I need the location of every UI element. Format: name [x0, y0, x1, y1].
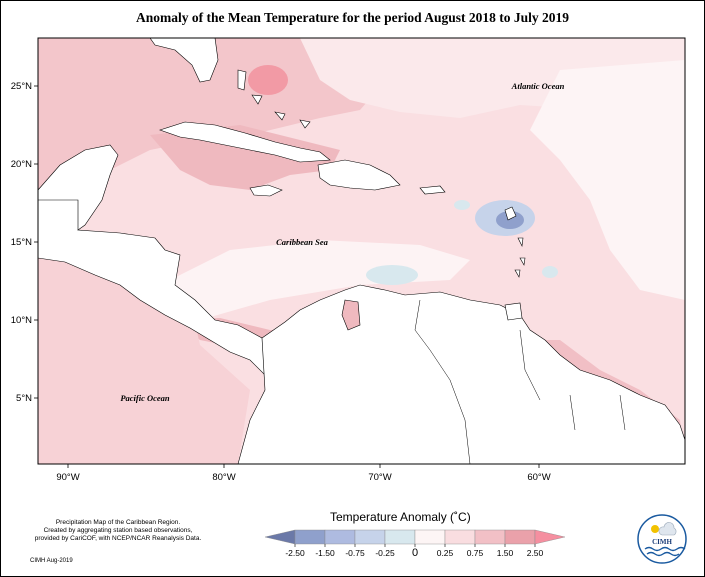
legend-swatch [294, 529, 326, 545]
lat-label: 25°N [11, 81, 32, 92]
anomaly-zone-warm-cuba [150, 125, 340, 190]
label-caribbean-sea: Caribbean Sea [276, 237, 328, 247]
anomaly-spot-bahamas [248, 65, 288, 95]
land-hispaniola [317, 159, 401, 191]
lon-label: 90°W [56, 472, 79, 483]
legend-swatch [324, 529, 356, 545]
cimh-logo: CIMH [637, 514, 687, 564]
anomaly-spot-cool-aruba [366, 265, 418, 285]
lat-label: 15°N [11, 237, 32, 248]
legend-tick-label: -0.25 [375, 548, 395, 558]
legend-swatch [384, 529, 416, 545]
map-plot-area [38, 38, 685, 464]
lat-label: 20°N [11, 159, 32, 170]
cloud-icon [658, 522, 677, 536]
legend-title: Temperature Anomaly (˚C) [330, 510, 471, 524]
legend-swatch [354, 529, 386, 545]
land-puerto-rico [419, 185, 446, 195]
lat-label: 10°N [11, 315, 32, 326]
legend-tick-label: -1.50 [315, 548, 335, 558]
label-atlantic-ocean: Atlantic Ocean [511, 81, 565, 91]
legend-tick-label: 1.50 [497, 548, 514, 558]
anomaly-zone-warm-northwest [38, 38, 395, 190]
legend-swatch [444, 529, 476, 545]
land-jamaica [249, 184, 283, 197]
anomaly-spot-cool-barbados [542, 266, 558, 278]
anomaly-zone-pale-caribbean [150, 240, 470, 320]
lon-axis: 90°W 80°W 70°W 60°W [56, 464, 551, 483]
label-pacific-ocean: Pacific Ocean [120, 393, 170, 403]
land-bahamas [237, 69, 311, 129]
legend-tick-label: 2.50 [527, 548, 544, 558]
wave-icon [644, 546, 686, 552]
lat-label: 5°N [16, 393, 32, 404]
land-trinidad [504, 302, 523, 321]
lon-label: 80°W [212, 472, 235, 483]
lon-label: 60°W [527, 472, 550, 483]
lon-label: 70°W [368, 472, 391, 483]
legend-swatch [264, 529, 296, 545]
legend-tick-label: -2.50 [285, 548, 305, 558]
logo-text: CIMH [652, 538, 672, 546]
map-title: Anomaly of the Mean Temperature for the … [136, 10, 569, 25]
credit-line: Created by aggregating station based obs… [43, 527, 193, 534]
credits-block: Precipitation Map of the Caribbean Regio… [18, 519, 218, 543]
legend-tick-label: 0.75 [467, 548, 484, 558]
sun-icon [651, 525, 659, 533]
plot-border [37, 37, 686, 465]
land-florida [149, 38, 219, 83]
anomaly-spot-cooler-core [496, 211, 524, 229]
credit-line: provided by CariCOF, with NCEP/NCAR Rean… [34, 535, 202, 542]
anomaly-spot-cool-small [454, 200, 470, 210]
land-central-america [38, 144, 271, 376]
credit-line: Precipitation Map of the Caribbean Regio… [55, 519, 181, 526]
credit-date: CIMH Aug-2019 [30, 558, 73, 564]
legend-swatch [504, 529, 536, 545]
land-cuba [159, 121, 331, 163]
lat-axis: 25°N 20°N 15°N 10°N 5°N [11, 81, 38, 404]
legend-tick-label: -0.75 [345, 548, 365, 558]
legend-tick-label: 0.25 [437, 548, 454, 558]
anomaly-zone-pacific [38, 245, 250, 464]
borders-south-america [414, 299, 626, 464]
legend-swatch [474, 529, 506, 545]
color-legend: -2.50 -1.50 -0.75 -0.25 0 0.25 0.75 1.50 2.50 [264, 529, 566, 559]
land-lesser-antilles [504, 206, 526, 278]
lake-maracaibo [341, 299, 361, 331]
legend-swatch [534, 529, 566, 545]
legend-swatch [414, 529, 446, 545]
border-yucatan [38, 199, 79, 230]
legend-tick-label: 0 [412, 547, 418, 559]
anomaly-zone-neutral-east [530, 60, 685, 300]
